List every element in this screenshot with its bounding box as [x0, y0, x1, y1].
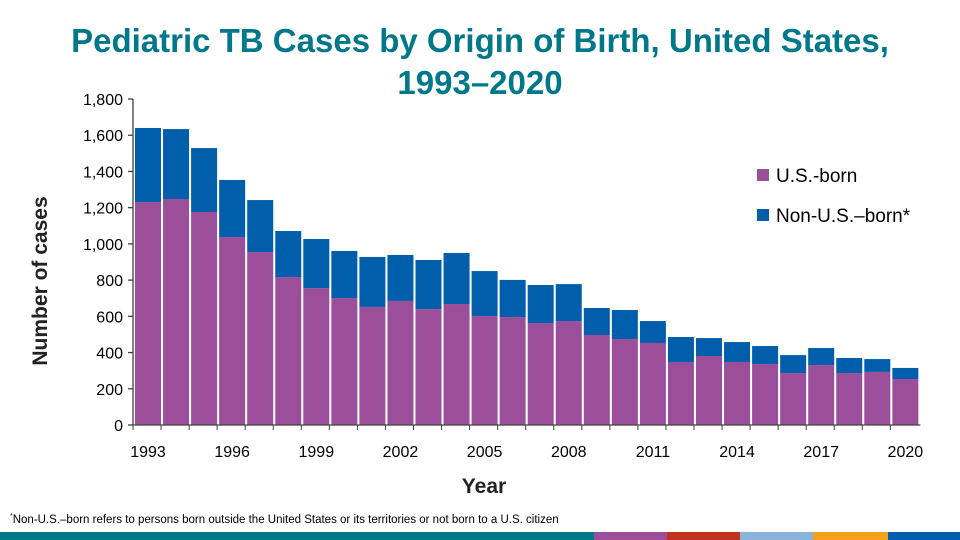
bar-us-born — [247, 252, 274, 425]
bar-us-born — [836, 373, 863, 425]
bar-us-born — [163, 198, 190, 425]
legend-swatch — [757, 209, 769, 221]
footer-strip-segment — [813, 532, 888, 540]
y-axis-label: Number of cases — [29, 196, 52, 365]
bar-us-born — [387, 300, 414, 425]
bar-us-born — [864, 371, 891, 425]
bar-non-us-born — [611, 309, 638, 339]
bar-non-us-born — [191, 148, 218, 213]
chart-title-line-1: Pediatric TB Cases by Origin of Birth, U… — [71, 22, 889, 59]
x-tick-label: 1996 — [214, 444, 250, 461]
bar-us-born — [331, 298, 358, 425]
bar-non-us-born — [135, 127, 161, 203]
x-axis-label: Year — [462, 475, 506, 498]
x-tick-label: 1999 — [299, 444, 335, 461]
bar-us-born — [724, 361, 751, 425]
bar-non-us-born — [780, 355, 807, 374]
x-tick-label: 2008 — [551, 444, 587, 461]
y-tick-label: 1,000 — [83, 237, 123, 254]
y-tick-label: 1,400 — [83, 164, 123, 181]
bar-us-born — [752, 363, 779, 425]
bar-us-born — [555, 321, 582, 425]
y-tick-label: 600 — [96, 309, 123, 326]
bar-non-us-born — [639, 321, 666, 343]
x-tick-label: 2017 — [803, 444, 839, 461]
bar-us-born — [275, 277, 302, 425]
bar-us-born — [471, 315, 498, 425]
legend-swatch — [757, 169, 769, 181]
y-tick-label: 0 — [114, 418, 123, 435]
footnote-text: Non-U.S.–born refers to persons born out… — [12, 513, 559, 526]
footer-strip-segment — [0, 532, 594, 540]
footer-strip-segment — [740, 532, 813, 540]
bar-non-us-born — [555, 284, 582, 322]
bar-us-born — [359, 306, 386, 425]
bar-non-us-born — [892, 367, 919, 379]
bar-non-us-born — [499, 279, 526, 318]
bar-non-us-born — [471, 271, 498, 316]
footer-strip-segment — [888, 532, 960, 540]
bar-non-us-born — [583, 308, 610, 335]
bar-non-us-born — [275, 231, 302, 278]
bar-non-us-born — [836, 357, 863, 374]
x-tick-label: 2014 — [719, 444, 755, 461]
chart-title: Pediatric TB Cases by Origin of Birth, U… — [0, 20, 960, 104]
bar-us-born — [780, 373, 807, 425]
bar-non-us-born — [359, 256, 386, 307]
bar-non-us-born — [303, 238, 330, 289]
x-tick-label: 1993 — [130, 444, 166, 461]
bar-non-us-born — [808, 348, 835, 366]
bar-non-us-born — [415, 260, 442, 310]
footer-strip-segment — [667, 532, 740, 540]
bar-us-born — [499, 317, 526, 425]
chart-title-line-2: 1993–2020 — [397, 64, 563, 101]
bar-non-us-born — [163, 129, 190, 199]
bar-non-us-born — [219, 179, 246, 238]
footnote: *Non-U.S.–born refers to persons born ou… — [10, 513, 559, 526]
legend-label: Non-U.S.–born* — [776, 206, 911, 227]
y-tick-label: 1,800 — [83, 92, 123, 109]
bar-us-born — [696, 355, 722, 425]
bar-non-us-born — [864, 359, 891, 372]
bar-us-born — [303, 288, 330, 425]
bar-us-born — [135, 202, 161, 425]
x-tick-label: 2011 — [636, 444, 671, 461]
legend-label: U.S.-born — [776, 166, 857, 187]
y-tick-label: 1,600 — [83, 128, 123, 145]
bar-non-us-born — [527, 285, 554, 324]
bar-us-born — [611, 338, 638, 425]
bar-us-born — [219, 237, 246, 425]
bar-non-us-born — [752, 346, 779, 364]
bar-us-born — [191, 212, 218, 425]
bar-us-born — [808, 365, 835, 425]
bar-non-us-born — [724, 342, 751, 362]
bar-us-born — [639, 342, 666, 425]
x-tick-label: 2020 — [888, 444, 924, 461]
bar-us-born — [892, 378, 919, 425]
x-tick-label: 2002 — [383, 444, 419, 461]
bar-us-born — [443, 304, 470, 425]
y-tick-label: 1,200 — [83, 201, 123, 218]
bar-non-us-born — [387, 254, 414, 301]
bar-non-us-born — [667, 336, 694, 362]
footnote-marker: * — [10, 513, 13, 520]
footer-strip-segment — [594, 532, 667, 540]
y-tick-label: 200 — [96, 382, 123, 399]
bar-us-born — [527, 323, 554, 425]
bar-us-born — [415, 309, 442, 425]
bar-us-born — [667, 361, 694, 425]
y-tick-label: 800 — [96, 273, 123, 290]
bar-us-born — [583, 334, 610, 425]
bar-non-us-born — [247, 200, 274, 253]
x-tick-label: 2005 — [467, 444, 503, 461]
y-tick-label: 400 — [96, 346, 123, 363]
bar-non-us-born — [443, 252, 470, 305]
bar-non-us-born — [696, 338, 722, 356]
bar-non-us-born — [331, 250, 358, 299]
